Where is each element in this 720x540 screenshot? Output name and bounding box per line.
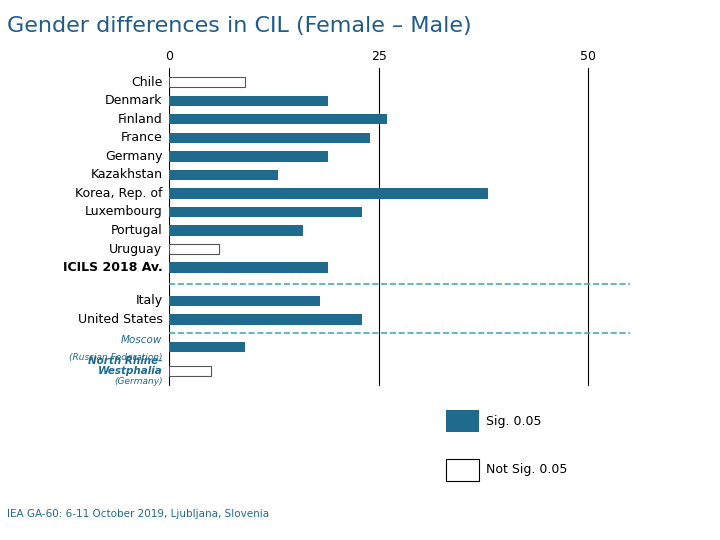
Text: France: France xyxy=(121,131,163,144)
Text: IEA GA-60: 6-11 October 2019, Ljubljana, Slovenia: IEA GA-60: 6-11 October 2019, Ljubljana,… xyxy=(7,509,269,519)
Text: Gender differences in CIL (Female – Male): Gender differences in CIL (Female – Male… xyxy=(7,16,472,36)
Text: Italy: Italy xyxy=(135,294,163,307)
Bar xyxy=(169,96,328,106)
Text: Moscow: Moscow xyxy=(121,335,163,346)
Text: Germany: Germany xyxy=(105,150,163,163)
Text: Kazakhstan: Kazakhstan xyxy=(91,168,163,181)
Bar xyxy=(169,188,487,199)
Text: Finland: Finland xyxy=(118,113,163,126)
Text: Not Sig. 0.05: Not Sig. 0.05 xyxy=(486,463,567,476)
Bar xyxy=(169,114,387,124)
Text: North Rhine-: North Rhine- xyxy=(88,356,163,366)
Bar xyxy=(169,262,328,273)
Text: ICILS 2018 Av.: ICILS 2018 Av. xyxy=(63,261,163,274)
Text: Korea, Rep. of: Korea, Rep. of xyxy=(75,187,163,200)
Text: United States: United States xyxy=(78,313,163,326)
Bar xyxy=(169,296,320,306)
Text: (Russian Federation): (Russian Federation) xyxy=(69,353,163,362)
Bar xyxy=(169,170,278,180)
Bar xyxy=(169,77,245,87)
Bar xyxy=(169,151,328,161)
Text: Luxembourg: Luxembourg xyxy=(85,206,163,219)
Text: Denmark: Denmark xyxy=(105,94,163,107)
Bar xyxy=(169,207,362,217)
Text: Portugal: Portugal xyxy=(111,224,163,237)
Bar xyxy=(169,133,370,143)
Bar xyxy=(169,342,245,352)
Bar xyxy=(169,225,303,235)
Bar xyxy=(169,366,211,376)
Text: Chile: Chile xyxy=(131,76,163,89)
Text: Sig. 0.05: Sig. 0.05 xyxy=(486,415,541,428)
Text: Uruguay: Uruguay xyxy=(109,242,163,255)
Bar xyxy=(169,244,220,254)
Text: (Germany): (Germany) xyxy=(114,377,163,386)
Bar xyxy=(169,314,362,325)
Text: Westphalia: Westphalia xyxy=(98,366,163,376)
